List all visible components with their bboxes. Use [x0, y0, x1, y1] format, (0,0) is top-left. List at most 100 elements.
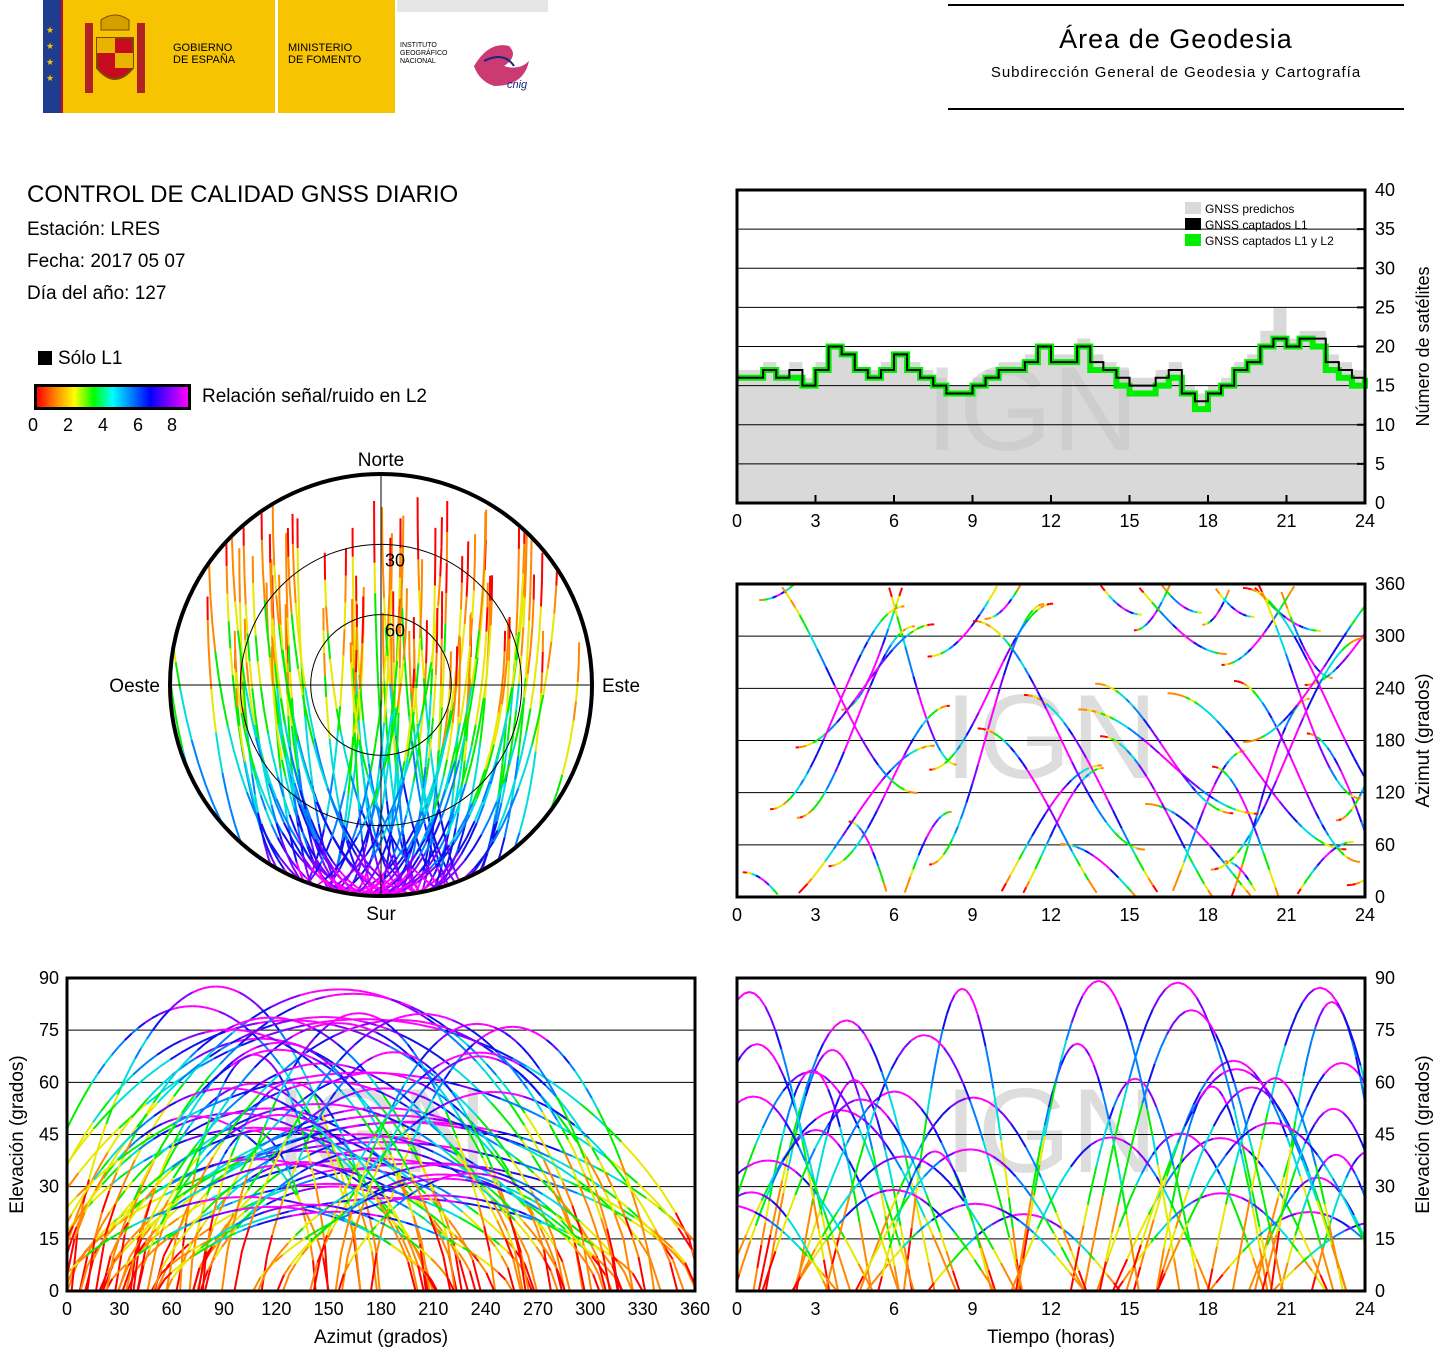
track-segment: [1239, 681, 1244, 685]
track-segment: [1238, 611, 1244, 616]
track-segment: [312, 1020, 324, 1025]
area-subtitle: Subdirección General de Geodesia y Carto…: [990, 64, 1362, 81]
track-segment: [1185, 696, 1191, 701]
track-segment: [126, 1228, 141, 1243]
track-segment: [474, 1197, 483, 1202]
track-segment: [294, 1227, 304, 1237]
track-segment: [1342, 788, 1348, 794]
track-segment: [353, 1089, 362, 1099]
track-segment: [346, 1044, 356, 1053]
track-segment: [380, 1124, 390, 1136]
track-segment: [1082, 776, 1087, 781]
track-segment: [134, 1047, 142, 1060]
track-segment: [318, 1097, 324, 1104]
track-segment: [219, 1042, 232, 1051]
track-segment: [871, 670, 877, 677]
track-segment: [1274, 887, 1280, 897]
track-segment: [1067, 728, 1074, 736]
track-segment: [320, 1164, 329, 1168]
track-segment: [1049, 706, 1056, 713]
track-segment: [604, 1172, 613, 1187]
track-segment: [368, 1143, 377, 1159]
track-segment: [1085, 773, 1090, 778]
track-segment: [826, 723, 832, 732]
track-segment: [226, 1182, 237, 1191]
track-segment: [904, 1155, 913, 1182]
track-segment: [177, 1134, 186, 1141]
track-segment: [467, 1196, 475, 1200]
track-segment: [155, 1171, 165, 1180]
track-segment: [1048, 800, 1055, 808]
track-segment: [1067, 843, 1073, 852]
track-segment: [1346, 856, 1351, 861]
track-segment: [989, 625, 996, 631]
track-segment: [1149, 781, 1155, 790]
track-segment: [243, 1082, 250, 1086]
track-segment: [767, 596, 773, 601]
y-tick-label: 15: [1375, 1229, 1395, 1249]
track-segment: [570, 1181, 585, 1190]
track-segment: [332, 1070, 341, 1078]
track-segment: [597, 1159, 607, 1174]
track-segment: [436, 1014, 445, 1019]
track-segment: [184, 1202, 193, 1207]
track-segment: [1392, 598, 1395, 607]
track-segment: [407, 1006, 418, 1014]
track-segment: [798, 745, 803, 749]
track-segment: [153, 1145, 163, 1159]
track-segment: [226, 1225, 234, 1252]
track-segment: [1405, 880, 1409, 882]
track-segment: [1412, 816, 1416, 823]
track-segment: [425, 1115, 435, 1126]
track-segment: [650, 1195, 666, 1212]
track-segment: [515, 1041, 523, 1049]
track-segment: [1139, 714, 1145, 720]
track-segment: [771, 595, 778, 599]
track-segment: [301, 1099, 311, 1113]
track-segment: [353, 1143, 363, 1149]
track-segment: [476, 1115, 489, 1130]
track-segment: [863, 1033, 871, 1045]
track-segment: [573, 1238, 586, 1291]
track-segment: [252, 1100, 262, 1108]
track-segment: [534, 1196, 541, 1202]
track-segment: [564, 1107, 574, 1118]
track-segment: [1253, 640, 1259, 646]
track-segment: [243, 1054, 252, 1060]
track-segment: [1348, 748, 1355, 758]
track-segment: [1226, 774, 1231, 780]
track-segment: [977, 754, 982, 766]
track-segment: [522, 1095, 531, 1100]
track-segment: [163, 1009, 171, 1017]
track-segment: [257, 1130, 261, 1134]
track-segment: [1295, 682, 1301, 694]
track-segment: [1247, 587, 1252, 591]
track-segment: [308, 1125, 316, 1138]
track-segment: [161, 1120, 169, 1125]
track-segment: [287, 1105, 297, 1112]
track-segment: [398, 1107, 408, 1111]
track-segment: [1284, 621, 1291, 630]
track-segment: [1198, 704, 1204, 710]
track-segment: [371, 1176, 379, 1186]
x-tick-label: 24: [1355, 511, 1375, 531]
track-segment: [512, 1059, 520, 1066]
track-segment: [942, 754, 947, 760]
track-segment: [463, 1056, 470, 1061]
track-segment: [500, 1091, 509, 1095]
track-segment: [229, 1223, 236, 1229]
track-segment: [304, 1163, 313, 1166]
track-segment: [67, 1195, 78, 1209]
track-segment: [1163, 747, 1169, 755]
track-segment: [1291, 704, 1298, 712]
track-segment: [805, 812, 810, 817]
track-segment: [192, 1200, 201, 1205]
track-segment: [870, 816, 875, 823]
track-segment: [243, 1170, 253, 1178]
track-segment: [606, 1268, 616, 1278]
track-segment: [994, 693, 1000, 705]
track-segment: [210, 1196, 220, 1206]
track-segment: [79, 1265, 89, 1291]
track-segment: [231, 1017, 240, 1024]
track-segment: [342, 1133, 352, 1137]
